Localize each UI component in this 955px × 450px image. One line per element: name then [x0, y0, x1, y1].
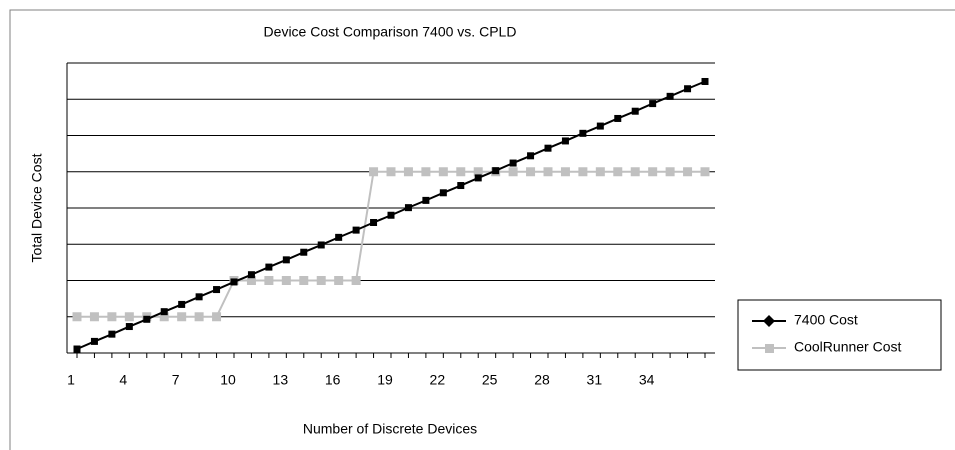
data-point	[439, 189, 447, 197]
data-point	[90, 337, 98, 345]
x-tick-label: 4	[119, 372, 127, 388]
data-point	[213, 286, 221, 294]
data-point	[369, 167, 379, 177]
data-point	[107, 312, 117, 322]
data-point	[579, 129, 587, 137]
x-tick-label: 1	[67, 372, 75, 388]
x-axis-label: Number of Discrete Devices	[303, 421, 477, 437]
data-point	[560, 167, 570, 177]
data-point	[684, 85, 692, 93]
data-point	[666, 92, 674, 100]
data-point	[247, 271, 255, 279]
data-point	[614, 114, 622, 122]
data-point	[613, 167, 623, 177]
chart-title: Device Cost Comparison 7400 vs. CPLD	[264, 24, 517, 40]
data-point	[108, 330, 116, 338]
data-point	[457, 182, 465, 190]
data-point	[630, 167, 640, 177]
data-point	[509, 159, 517, 167]
data-point	[700, 167, 710, 177]
data-point	[473, 167, 483, 177]
x-tick-label: 31	[587, 372, 603, 388]
x-tick-label: 7	[172, 372, 180, 388]
data-point	[300, 248, 308, 256]
data-point	[334, 276, 344, 285]
x-tick-label: 13	[273, 372, 289, 388]
data-point	[544, 144, 552, 152]
legend-label: CoolRunner Cost	[794, 339, 901, 355]
data-point	[264, 276, 274, 285]
data-point	[351, 276, 361, 285]
x-tick-label: 25	[482, 372, 498, 388]
data-point	[281, 276, 291, 285]
x-tick-label: 34	[639, 372, 655, 388]
data-point	[125, 323, 133, 331]
data-point	[282, 256, 290, 264]
data-point	[317, 241, 325, 249]
data-point	[177, 312, 187, 322]
legend-label: 7400 Cost	[794, 312, 858, 328]
chart-frame	[9, 9, 955, 450]
data-point	[212, 312, 222, 322]
data-point	[631, 107, 639, 115]
data-point	[352, 226, 360, 234]
x-tick-label: 16	[325, 372, 341, 388]
data-point	[596, 122, 604, 130]
data-point	[527, 152, 535, 160]
data-point	[370, 219, 378, 226]
data-point	[265, 263, 273, 271]
x-tick-label: 19	[377, 372, 393, 388]
data-point	[456, 167, 466, 177]
data-point	[386, 167, 396, 177]
data-point	[701, 77, 709, 85]
data-point	[665, 167, 675, 177]
data-point	[508, 167, 518, 177]
data-point	[178, 300, 186, 308]
legend-marker	[763, 315, 775, 327]
data-point	[526, 167, 536, 177]
data-point	[194, 312, 204, 322]
data-point	[683, 167, 693, 177]
data-point	[230, 278, 238, 286]
x-tick-label: 22	[430, 372, 446, 388]
data-point	[474, 174, 482, 182]
data-point	[422, 196, 430, 204]
data-point	[124, 312, 134, 322]
data-point	[404, 204, 412, 212]
data-point	[438, 167, 448, 177]
x-tick-label: 28	[534, 372, 550, 388]
data-point	[159, 312, 169, 322]
data-point	[195, 293, 203, 301]
data-point	[246, 276, 256, 285]
data-point	[335, 233, 343, 241]
data-point	[403, 167, 413, 177]
data-point	[299, 276, 309, 285]
x-tick-label: 10	[220, 372, 236, 388]
data-point	[73, 345, 81, 353]
data-point	[648, 167, 658, 177]
data-point	[561, 137, 569, 145]
data-point	[492, 167, 500, 175]
data-point	[143, 315, 151, 323]
data-point	[316, 276, 326, 285]
data-point	[160, 308, 168, 316]
legend-box	[737, 299, 942, 371]
data-point	[421, 167, 431, 177]
data-point	[387, 211, 395, 219]
data-point	[578, 167, 588, 177]
data-point	[649, 100, 657, 108]
y-axis-label: Total Device Cost	[29, 153, 45, 262]
data-point	[543, 167, 553, 177]
data-point	[595, 167, 605, 177]
data-point	[89, 312, 99, 322]
data-point	[72, 312, 82, 322]
legend-marker	[765, 344, 774, 353]
